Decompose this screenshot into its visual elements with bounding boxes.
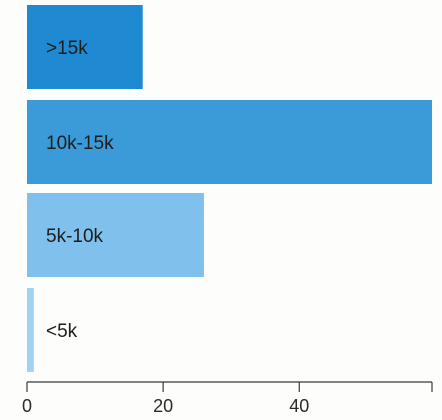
bar-4 bbox=[27, 288, 34, 372]
bar-1 bbox=[27, 5, 143, 89]
bar-3 bbox=[27, 193, 204, 277]
bar-label-3: 5k-10k bbox=[46, 226, 104, 247]
x-axis: 0 20 40 bbox=[22, 381, 433, 416]
bar-label-4: <5k bbox=[46, 321, 78, 342]
bar-2 bbox=[27, 100, 432, 184]
bar-label-1: >15k bbox=[46, 38, 88, 59]
bar-label-2: 10k-15k bbox=[46, 133, 114, 154]
x-tick-label-3: 40 bbox=[289, 396, 309, 416]
x-tick-label-1: 0 bbox=[22, 396, 32, 416]
x-tick-label-2: 20 bbox=[153, 396, 173, 416]
bars-group: >15k 10k-15k 5k-10k <5k bbox=[27, 5, 432, 372]
